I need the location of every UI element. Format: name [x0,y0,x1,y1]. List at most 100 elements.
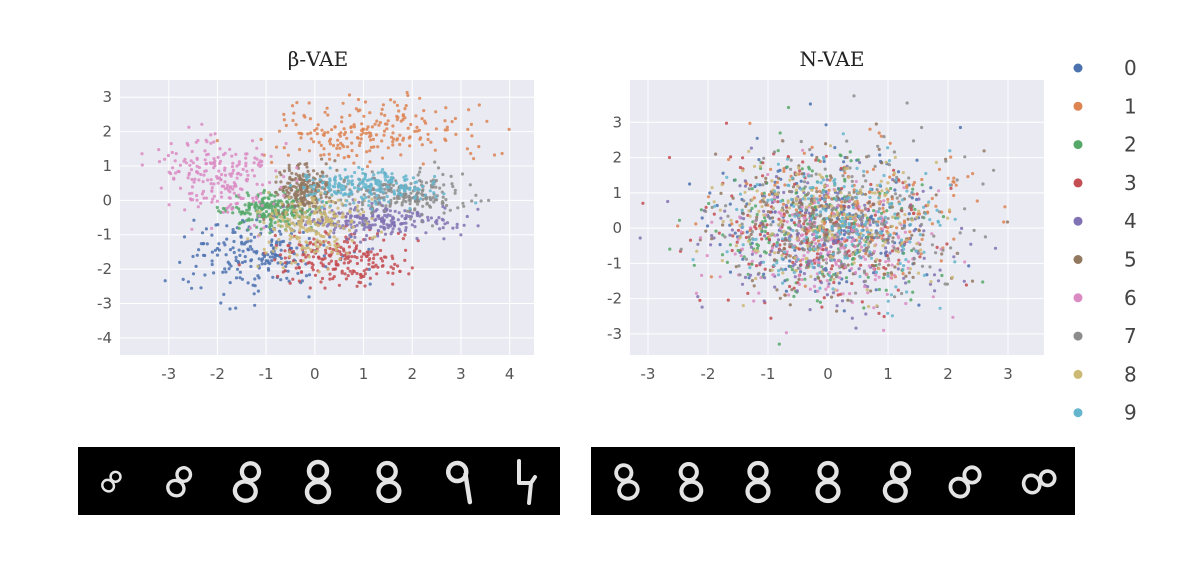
data-point [842,212,847,217]
data-point [781,271,785,275]
y-tick-label: -2 [607,290,622,308]
data-point [886,263,891,267]
data-point [304,215,308,219]
data-point [369,138,373,142]
data-point [830,224,834,229]
data-point [304,240,308,244]
data-point [818,194,822,198]
data-point [328,166,332,170]
data-point [777,269,781,273]
data-point [967,264,971,268]
data-point [824,123,828,127]
data-point [270,211,274,215]
data-point [783,183,787,187]
data-point [417,188,421,192]
data-point [855,228,859,232]
data-point [285,217,289,221]
data-point [948,149,952,153]
data-point [882,328,886,332]
data-point [362,210,366,214]
data-point [916,271,921,275]
data-point [227,267,231,271]
data-point [362,227,366,231]
data-point [770,198,774,202]
data-point [223,168,227,172]
data-point [276,274,280,278]
data-point [889,293,894,297]
data-point [327,199,331,204]
data-point [210,262,214,267]
data-point [772,150,777,154]
data-point [781,268,785,272]
reconstructed-digit [882,461,912,503]
data-point [696,295,700,299]
data-point [787,206,792,210]
data-point [244,152,248,156]
data-point [332,235,336,239]
data-point [282,146,286,150]
data-point [269,206,274,210]
data-point [208,161,212,165]
data-point [921,189,925,193]
data-point [283,261,287,265]
data-point [356,186,360,190]
data-point [797,274,801,278]
data-point [181,277,185,281]
data-point [328,196,332,200]
data-point [250,247,254,251]
data-point [398,184,403,188]
data-point [773,180,777,184]
data-point [713,204,717,208]
data-point [185,141,189,146]
data-point [836,235,840,239]
data-point [332,214,336,219]
data-point [293,223,297,227]
data-point [946,176,950,180]
data-point [338,146,342,150]
data-point [821,207,825,211]
data-point [290,205,294,209]
data-point [270,243,274,247]
data-point [259,227,263,231]
data-point [396,218,400,222]
data-point [825,184,829,188]
data-point [755,136,759,140]
data-point [773,259,777,263]
data-point [761,223,765,227]
data-point [459,233,463,237]
data-point [936,220,941,224]
data-point [638,236,642,240]
data-point [763,267,767,271]
data-point [916,212,920,216]
data-point [904,258,908,262]
data-point [187,192,192,196]
data-point [189,168,194,172]
data-point [830,204,834,208]
data-point [872,306,876,310]
data-point [418,170,422,174]
data-point [465,147,469,151]
data-point [808,222,812,226]
data-point [174,152,178,156]
legend-marker-4 [1073,216,1083,226]
data-point [847,222,851,226]
data-point [782,167,786,171]
data-point [786,155,790,159]
data-point [391,124,395,128]
data-point [294,235,298,239]
data-point [379,256,383,261]
data-point [215,199,219,203]
data-point [843,250,848,254]
data-point [775,241,779,245]
data-point [392,220,396,224]
data-point [232,239,236,244]
data-point [841,132,845,136]
data-point [802,272,807,276]
data-point [299,192,303,196]
data-point [140,152,144,156]
data-point [276,193,280,197]
data-point [358,212,362,216]
data-point [912,261,916,265]
data-point [288,233,292,238]
data-point [972,228,976,232]
